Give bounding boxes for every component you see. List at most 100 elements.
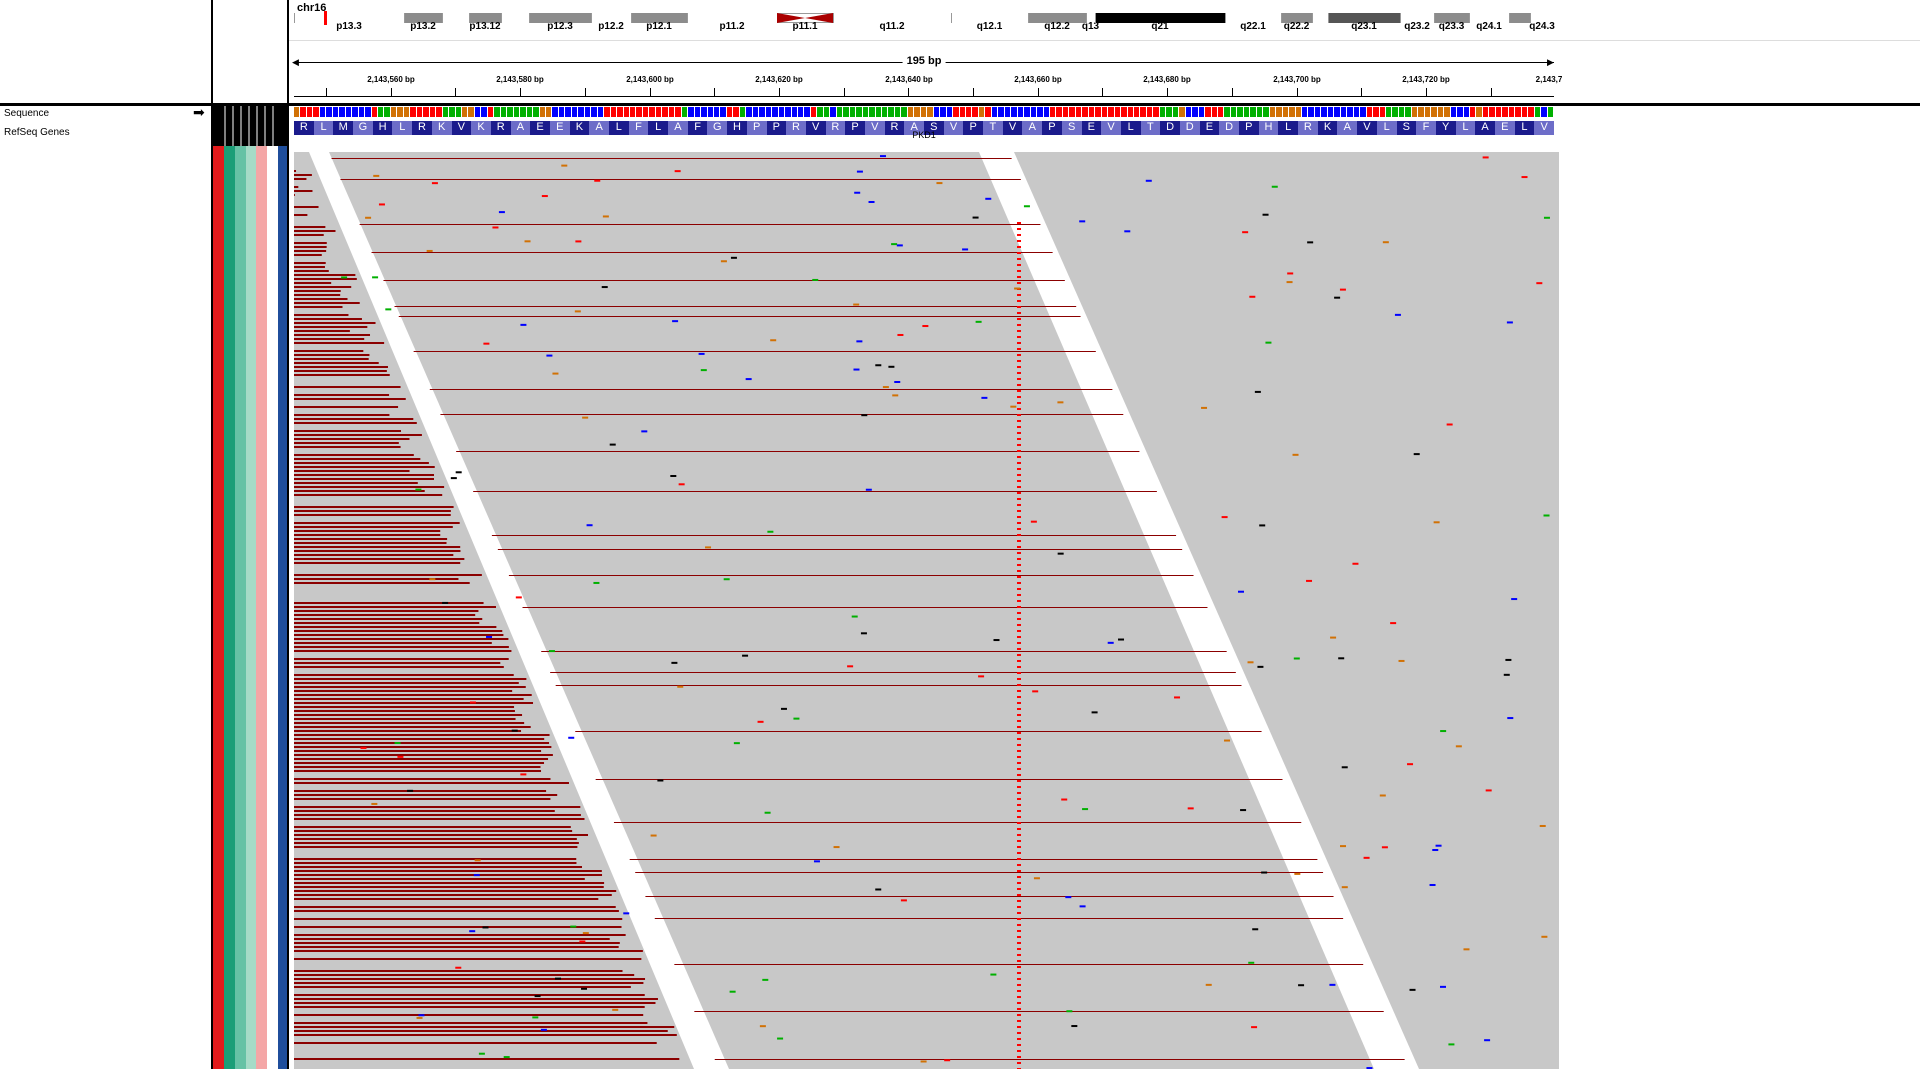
softclipped-read[interactable] (645, 896, 1334, 897)
softclipped-read[interactable] (294, 834, 589, 836)
mismatch-base[interactable] (1511, 598, 1518, 601)
softclipped-read[interactable] (294, 418, 414, 420)
mismatch-base[interactable] (1017, 402, 1021, 404)
mismatch-base[interactable] (515, 596, 522, 599)
mismatch-base[interactable] (868, 200, 875, 203)
softclipped-read[interactable] (294, 650, 512, 652)
mismatch-base[interactable] (698, 352, 705, 355)
softclipped-read[interactable] (294, 462, 429, 464)
mismatch-base[interactable] (1017, 1008, 1021, 1010)
softclipped-read[interactable] (294, 806, 581, 808)
mismatch-base[interactable] (609, 443, 616, 446)
softclipped-read[interactable] (294, 278, 357, 280)
softclipped-read[interactable] (294, 466, 435, 468)
softclipped-read[interactable] (294, 714, 523, 716)
mismatch-base[interactable] (1017, 444, 1021, 446)
softclipped-read[interactable] (294, 170, 297, 172)
softclipped-read[interactable] (694, 1011, 1384, 1012)
mismatch-base[interactable] (888, 365, 895, 368)
mismatch-base[interactable] (1390, 622, 1397, 625)
mismatch-base[interactable] (601, 286, 608, 289)
genomic-ruler[interactable]: ◀ ▶ 195 bp 2,143,560 bp 2,143,580 bp 2,143,60… (292, 52, 1562, 102)
mismatch-base[interactable] (1017, 852, 1021, 854)
mismatch-base[interactable] (1271, 185, 1278, 188)
softclipped-read[interactable] (294, 338, 365, 340)
mismatch-base[interactable] (1017, 900, 1021, 902)
softclipped-read[interactable] (294, 634, 504, 636)
mismatch-base[interactable] (415, 488, 422, 491)
mismatch-base[interactable] (730, 256, 737, 259)
softclipped-read[interactable] (294, 270, 329, 272)
softclipped-read[interactable] (294, 706, 515, 708)
mismatch-base[interactable] (1248, 961, 1255, 964)
mismatch-base[interactable] (407, 789, 414, 792)
mismatch-base[interactable] (1398, 659, 1405, 662)
softclipped-read[interactable] (294, 454, 414, 456)
softclipped-read[interactable] (294, 422, 417, 424)
mismatch-base[interactable] (1521, 176, 1528, 179)
mismatch-base[interactable] (757, 720, 764, 723)
mismatch-base[interactable] (1017, 630, 1021, 632)
softclipped-read[interactable] (294, 1006, 645, 1008)
mismatch-base[interactable] (1017, 600, 1021, 602)
softclipped-read[interactable] (294, 374, 390, 376)
softclipped-read[interactable] (294, 698, 524, 700)
softclipped-read[interactable] (294, 742, 550, 744)
mismatch-base[interactable] (1017, 660, 1021, 662)
softclipped-read[interactable] (294, 530, 441, 532)
mismatch-base[interactable] (1017, 774, 1021, 776)
softclipped-read[interactable] (613, 822, 1302, 823)
softclipped-read[interactable] (440, 414, 1124, 415)
mismatch-base[interactable] (1017, 780, 1021, 782)
mismatch-base[interactable] (759, 1025, 766, 1028)
softclipped-read[interactable] (294, 178, 307, 180)
mismatch-base[interactable] (1433, 521, 1440, 524)
mismatch-base[interactable] (892, 394, 899, 397)
mismatch-base[interactable] (1330, 636, 1337, 639)
mismatch-base[interactable] (1485, 789, 1492, 792)
mismatch-base[interactable] (1409, 988, 1416, 991)
mismatch-base[interactable] (1432, 849, 1439, 852)
mismatch-base[interactable] (1023, 205, 1030, 208)
mismatch-base[interactable] (770, 339, 777, 342)
softclipped-read[interactable] (294, 718, 516, 720)
softclipped-read[interactable] (294, 234, 324, 236)
mismatch-base[interactable] (1017, 702, 1021, 704)
softclipped-read[interactable] (294, 694, 532, 696)
mismatch-base[interactable] (1017, 732, 1021, 734)
mismatch-base[interactable] (1249, 295, 1256, 298)
softclipped-read[interactable] (294, 606, 496, 608)
mismatch-base[interactable] (1017, 438, 1021, 440)
mismatch-base[interactable] (1017, 1014, 1021, 1016)
mismatch-base[interactable] (1017, 420, 1021, 422)
mismatch-base[interactable] (1017, 750, 1021, 752)
softclipped-read[interactable] (340, 179, 1021, 180)
mismatch-base[interactable] (548, 650, 555, 653)
mismatch-base[interactable] (1017, 282, 1021, 284)
softclipped-read[interactable] (294, 302, 360, 304)
softclipped-read[interactable] (294, 754, 553, 756)
softclipped-read[interactable] (294, 318, 362, 320)
softclipped-read[interactable] (654, 918, 1344, 919)
softclipped-read[interactable] (714, 1059, 1405, 1060)
softclipped-read[interactable] (294, 622, 480, 624)
softclipped-read[interactable] (294, 842, 579, 844)
mismatch-base[interactable] (1017, 480, 1021, 482)
mismatch-base[interactable] (1017, 342, 1021, 344)
mismatch-base[interactable] (612, 1008, 619, 1011)
mismatch-base[interactable] (1017, 990, 1021, 992)
mismatch-base[interactable] (1017, 264, 1021, 266)
mismatch-base[interactable] (879, 155, 886, 158)
softclipped-read[interactable] (294, 682, 519, 684)
softclipped-read[interactable] (294, 366, 388, 368)
softclipped-read[interactable] (294, 326, 368, 328)
softclipped-read[interactable] (294, 994, 645, 996)
mismatch-base[interactable] (1257, 665, 1264, 668)
mismatch-base[interactable] (922, 325, 929, 328)
softclipped-read[interactable] (294, 986, 631, 988)
mismatch-base[interactable] (1017, 648, 1021, 650)
mismatch-base[interactable] (1221, 516, 1228, 519)
softclipped-read[interactable] (629, 859, 1318, 860)
mismatch-base[interactable] (1187, 807, 1194, 810)
